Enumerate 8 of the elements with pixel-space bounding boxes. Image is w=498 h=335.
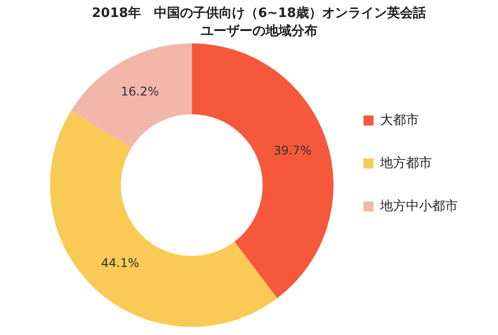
legend-label: 地方中小都市: [379, 198, 458, 214]
data-label: 16.2%: [120, 84, 160, 98]
legend-label: 大都市: [380, 112, 419, 128]
data-label: 39.7%: [273, 143, 312, 158]
data-label: 44.1%: [101, 256, 140, 270]
chart-subtitle: ユーザーの地域分布: [200, 24, 318, 39]
chart-title: 2018年 中国の子供向け（6~18歳）オンライン英会話: [92, 5, 426, 22]
legend-label: 地方都市: [379, 154, 432, 171]
